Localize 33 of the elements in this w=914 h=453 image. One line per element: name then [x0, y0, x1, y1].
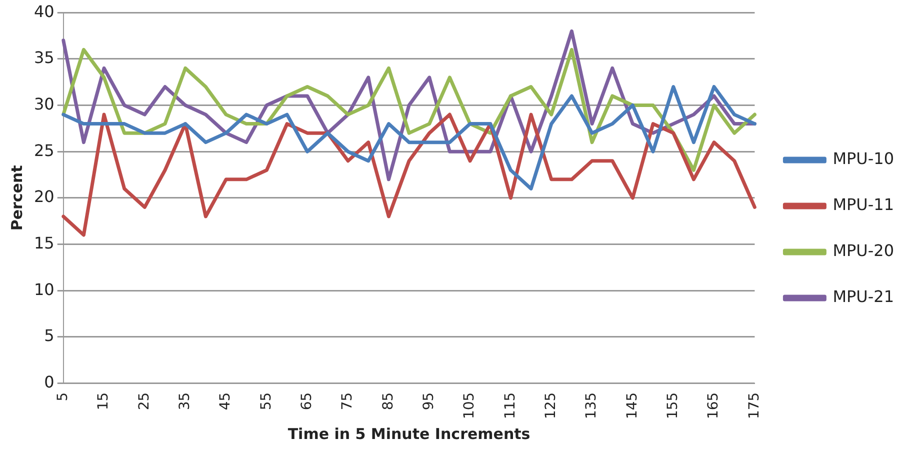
x-tick-label: 175	[746, 392, 762, 420]
x-tick-label: 125	[543, 392, 560, 420]
x-tick-label: 165	[706, 392, 722, 420]
y-tick-label: 30	[34, 94, 54, 114]
x-tick-label: 135	[584, 392, 600, 420]
x-tick-label: 5	[55, 392, 71, 402]
legend-label: MPU-10	[832, 149, 894, 168]
x-tick-label: 145	[624, 392, 640, 420]
x-tick-label: 105	[462, 392, 478, 420]
y-tick-label: 40	[34, 2, 54, 21]
legend-label: MPU-21	[832, 287, 894, 306]
x-tick-label: 15	[96, 392, 112, 410]
y-tick-label: 10	[34, 280, 54, 299]
x-tick-label: 95	[421, 392, 438, 410]
x-tick-label: 85	[380, 392, 396, 410]
x-tick-label: 55	[258, 392, 274, 410]
y-tick-label: 35	[34, 48, 54, 68]
y-tick-label: 25	[34, 140, 54, 160]
x-tick-label: 75	[340, 392, 356, 410]
legend-label: MPU-20	[832, 241, 894, 260]
y-tick-label: 15	[34, 233, 54, 252]
x-axis-title: Time in 5 Minute Increments	[288, 424, 530, 443]
y-axis-title: Percent	[8, 165, 26, 231]
y-tick-label: 0	[44, 372, 54, 392]
y-tick-label: 5	[44, 326, 54, 346]
x-tick-label: 115	[502, 392, 518, 420]
x-tick-label: 45	[218, 392, 234, 410]
x-tick-label: 35	[177, 392, 193, 410]
y-tick-label: 20	[34, 187, 54, 206]
x-tick-label: 65	[299, 392, 316, 410]
x-tick-label: 25	[136, 392, 152, 410]
x-tick-label: 155	[665, 392, 682, 420]
legend-label: MPU-11	[832, 195, 894, 214]
